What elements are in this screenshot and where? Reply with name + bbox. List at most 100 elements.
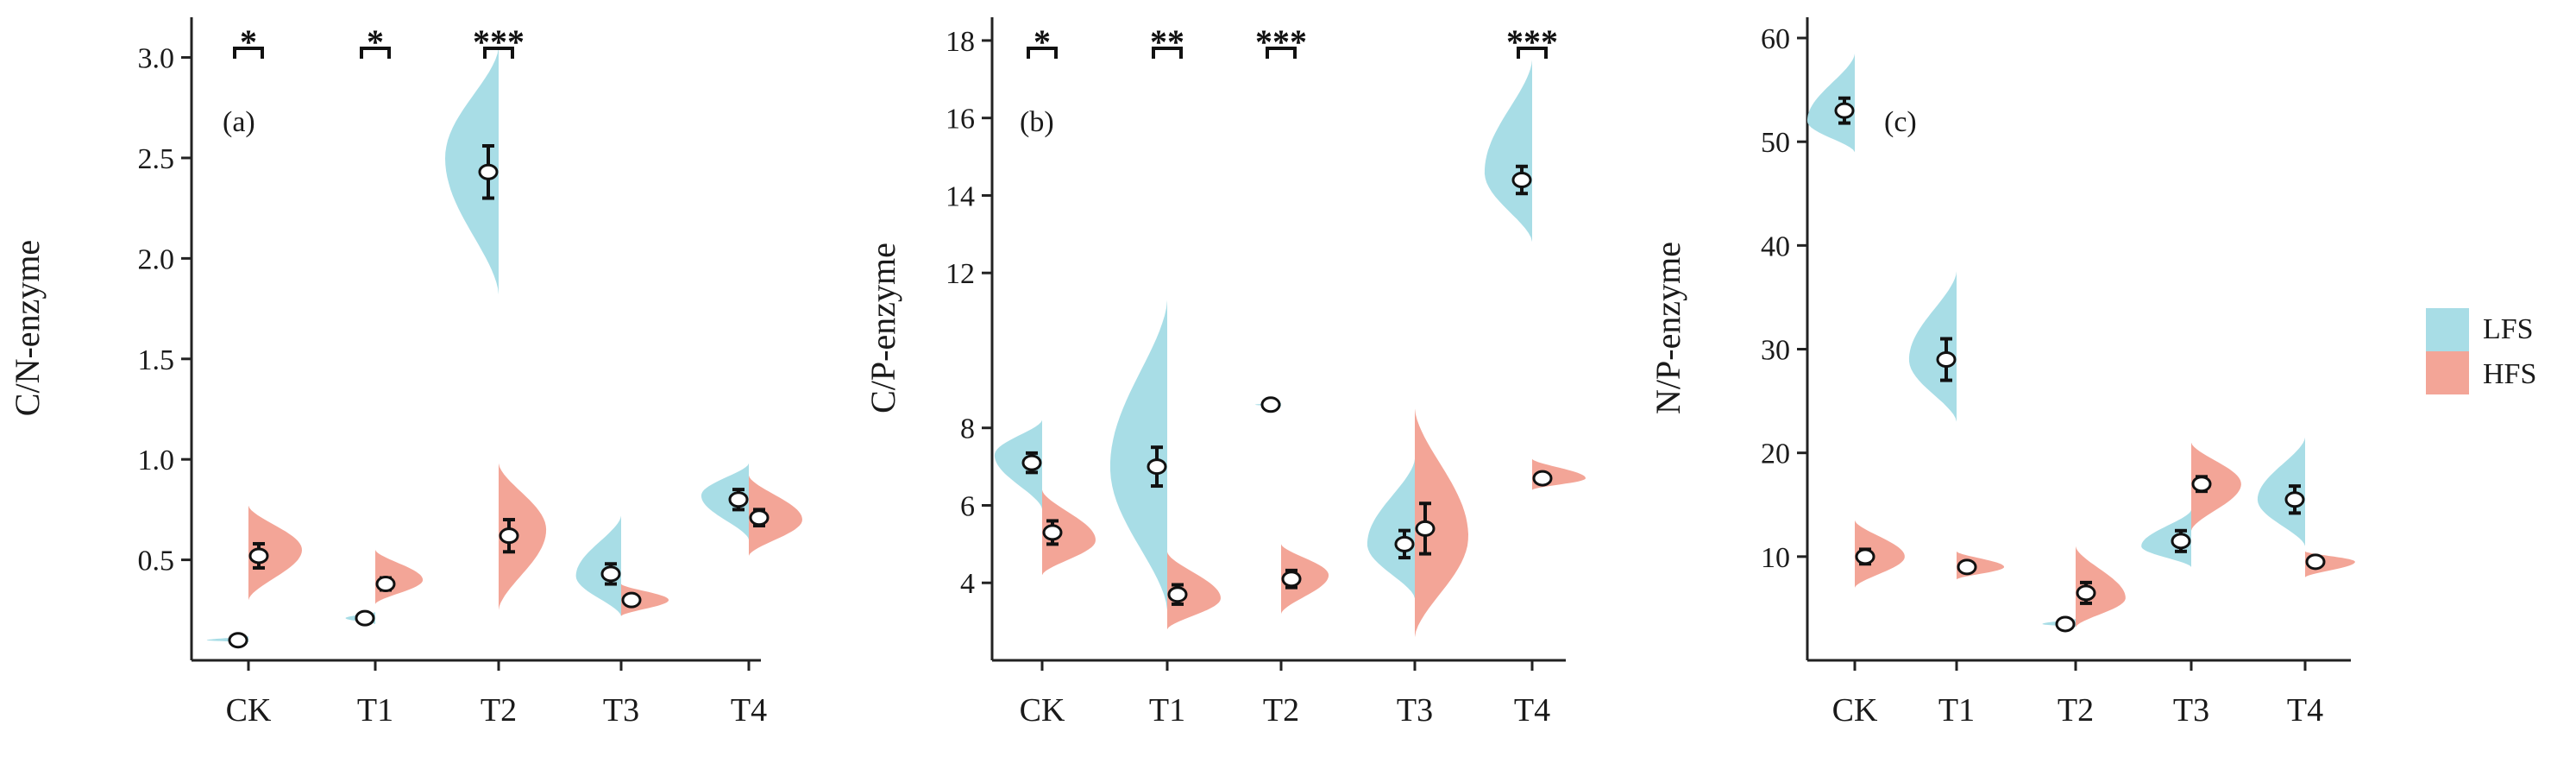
- violin-hfs: [248, 505, 302, 601]
- y-axis-title-a: C/N-enzyme: [8, 240, 47, 416]
- y-tick-label: 12: [946, 258, 975, 290]
- violin-lfs: [1908, 271, 1957, 422]
- panel-label-c: (c): [1884, 106, 1917, 138]
- violin-hfs: [2076, 546, 2126, 628]
- violin-lfs: [575, 515, 621, 616]
- violin-hfs: [749, 475, 802, 556]
- x-tick-label: T3: [603, 692, 639, 729]
- x-tick-label: T4: [1514, 692, 1550, 729]
- mean-marker-lfs: [1394, 535, 1415, 552]
- x-tick-label: T4: [731, 692, 767, 729]
- y-tick-label: 60: [1761, 23, 1790, 55]
- legend-label-lfs: LFS: [2483, 313, 2534, 345]
- y-tick-label: 18: [946, 26, 975, 58]
- y-tick-label: 2.5: [138, 143, 175, 175]
- violin-lfs: [701, 463, 749, 540]
- y-tick-label: 6: [960, 490, 975, 522]
- y-tick-label: 2.0: [138, 243, 175, 275]
- legend-swatch-lfs: [2426, 308, 2469, 351]
- x-tick-label: T2: [481, 692, 517, 729]
- x-tick-label: T2: [1263, 692, 1299, 729]
- violin-lfs: [445, 47, 499, 295]
- significance-label: ***: [1506, 22, 1558, 61]
- significance-label: ***: [473, 22, 525, 61]
- x-tick-label: T3: [1397, 692, 1433, 729]
- y-tick-label: 8: [960, 413, 975, 445]
- mean-marker-hfs: [1415, 520, 1436, 537]
- x-tick-label: T1: [1938, 692, 1975, 729]
- x-tick-label: CK: [1020, 692, 1065, 729]
- mean-marker-hfs: [1167, 586, 1188, 603]
- plot-area-b: 4 6 8 12 14 16 18 CK * T1 ** T2 *** T3 T4 ***: [946, 17, 1586, 729]
- y-tick-label: 14: [946, 180, 975, 212]
- violin-lfs: [1806, 54, 1855, 153]
- y-tick-label: 4: [960, 568, 975, 600]
- y-tick-label: 1.5: [138, 344, 175, 376]
- violin-hfs: [1281, 544, 1329, 615]
- violin-hfs: [499, 463, 547, 610]
- legend-label-hfs: HFS: [2483, 358, 2536, 390]
- mean-marker-lfs: [355, 609, 375, 627]
- panel-a: 0.5 1.0 1.5 2.0 2.5 3.0 CK * T1 * T2 *** T3 T4 C/N-en…: [8, 17, 802, 729]
- mean-marker-hfs: [1957, 558, 1977, 576]
- x-tick-label: CK: [1832, 692, 1878, 729]
- mean-marker-lfs: [2055, 615, 2076, 633]
- mean-marker-hfs: [2305, 553, 2326, 571]
- mean-marker-hfs: [2076, 584, 2096, 602]
- x-tick-label: T2: [2058, 692, 2094, 729]
- significance-label: *: [367, 22, 384, 61]
- y-axis-title-c: N/P-enzyme: [1649, 242, 1687, 414]
- mean-marker-lfs: [1147, 458, 1167, 476]
- violin-lfs: [1109, 300, 1167, 610]
- y-tick-label: 0.5: [138, 546, 175, 577]
- violin-lfs: [1484, 60, 1532, 243]
- legend-swatch-hfs: [2426, 351, 2469, 394]
- significance-label: *: [240, 22, 257, 61]
- violin-hfs: [1415, 408, 1468, 638]
- mean-marker-lfs: [600, 565, 621, 583]
- legend: LFS HFS: [2426, 308, 2536, 394]
- panel-c: 10 20 30 40 50 60 CK T1 T2 T3 T4 N/P-enzyme (c): [1649, 17, 2355, 729]
- plot-area-c: 10 20 30 40 50 60 CK T1 T2 T3 T4: [1761, 17, 2355, 729]
- significance-bracket: [1517, 47, 1548, 59]
- y-tick-label: 1.0: [138, 445, 175, 476]
- violin-lfs: [994, 420, 1042, 509]
- mean-marker-hfs: [749, 509, 770, 527]
- y-tick-label: 30: [1761, 335, 1790, 367]
- mean-marker-lfs: [478, 163, 499, 180]
- y-tick-label: 20: [1761, 438, 1790, 470]
- significance-bracket: [233, 47, 264, 59]
- mean-marker-lfs: [2171, 533, 2191, 550]
- x-tick-label: T1: [1149, 692, 1185, 729]
- y-tick-label: 3.0: [138, 43, 175, 75]
- mean-marker-lfs: [1936, 351, 1957, 369]
- mean-marker-hfs: [1532, 470, 1553, 487]
- violin-lfs: [1367, 458, 1415, 599]
- mean-marker-lfs: [1834, 102, 1855, 119]
- significance-bracket: [1027, 47, 1058, 59]
- y-axis-title-b: C/P-enzyme: [864, 243, 902, 413]
- significance-label: **: [1150, 22, 1184, 61]
- significance-bracket: [1152, 47, 1183, 59]
- mean-marker-lfs: [1260, 396, 1281, 413]
- significance-bracket: [360, 47, 391, 59]
- panel-b: 4 6 8 12 14 16 18 CK * T1 ** T2 *** T3 T4 *** C/P-enzym…: [864, 17, 1586, 729]
- mean-marker-hfs: [2191, 476, 2212, 493]
- mean-marker-hfs: [375, 576, 396, 593]
- violin-lfs: [2257, 437, 2305, 546]
- x-tick-label: T1: [357, 692, 393, 729]
- violin-hfs: [2191, 442, 2241, 531]
- plot-area-a: 0.5 1.0 1.5 2.0 2.5 3.0 CK * T1 * T2 *** T3 T4: [138, 17, 802, 729]
- mean-marker-hfs: [248, 547, 269, 565]
- y-tick-label: 50: [1761, 127, 1790, 159]
- significance-label: ***: [1255, 22, 1307, 61]
- mean-marker-lfs: [1511, 171, 1532, 188]
- violin-hfs: [1042, 489, 1096, 576]
- x-tick-label: T4: [2287, 692, 2323, 729]
- mean-marker-lfs: [1021, 454, 1042, 471]
- mean-marker-hfs: [1855, 548, 1875, 565]
- mean-marker-lfs: [228, 632, 248, 649]
- violin-hfs: [1167, 552, 1221, 630]
- violin-hfs: [1855, 520, 1905, 588]
